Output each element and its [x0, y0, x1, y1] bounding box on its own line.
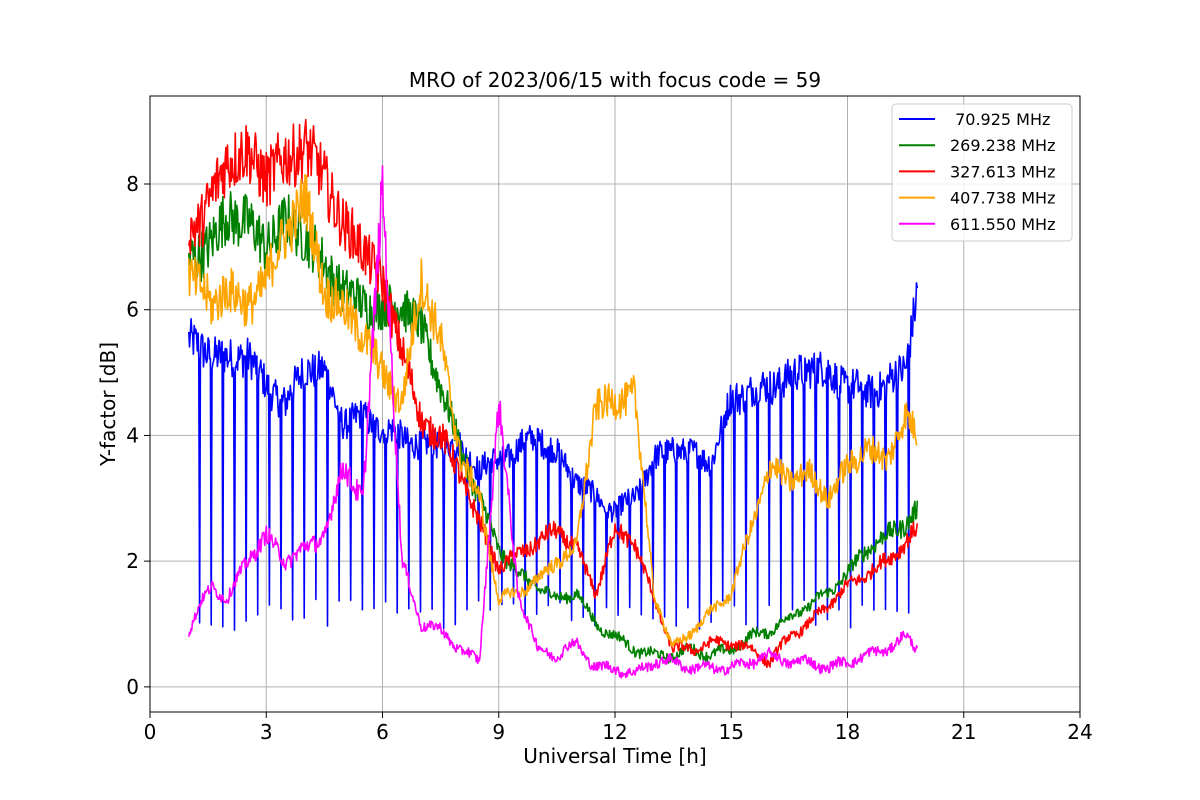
y-tick-label: 0: [126, 675, 139, 699]
x-axis-title: Universal Time [h]: [523, 744, 706, 768]
series-line-1: [188, 282, 919, 632]
legend-box: [891, 103, 1073, 242]
legend-label-2: 269.238 MHz: [950, 136, 1055, 155]
x-tick-label: 18: [835, 720, 860, 744]
legend-label-3: 327.613 MHz: [950, 162, 1055, 181]
plot-series: [188, 118, 919, 679]
legend-label-1: 70.925 MHz: [950, 110, 1050, 129]
y-tick-label: 4: [126, 423, 139, 447]
legend-items: 70.925 MHz 269.238 MHz 327.613 MHz 407.738 …: [899, 110, 1055, 234]
series-line-5: [188, 165, 919, 679]
series-line-3: [188, 118, 919, 669]
x-tick-label: 9: [492, 720, 505, 744]
y-tick-label: 2: [126, 549, 139, 573]
x-tick-label: 12: [602, 720, 627, 744]
legend: 70.925 MHz 269.238 MHz 327.613 MHz 407.738 …: [891, 103, 1073, 242]
chart-title: MRO of 2023/06/15 with focus code = 59: [409, 68, 821, 92]
x-tick-label: 21: [951, 720, 976, 744]
legend-label-5: 611.550 MHz: [950, 215, 1055, 234]
x-tick-label: 6: [376, 720, 389, 744]
legend-label-4: 407.738 MHz: [950, 189, 1055, 208]
y-tick-label: 8: [126, 172, 139, 196]
x-tick-label: 3: [260, 720, 273, 744]
x-tick-label: 24: [1067, 720, 1092, 744]
x-tick-label: 0: [144, 720, 157, 744]
series-line-4: [188, 173, 918, 648]
y-tick-label: 6: [126, 298, 139, 322]
x-tick-label: 15: [719, 720, 744, 744]
y-axis-title: Y-factor [dB]: [96, 342, 120, 467]
